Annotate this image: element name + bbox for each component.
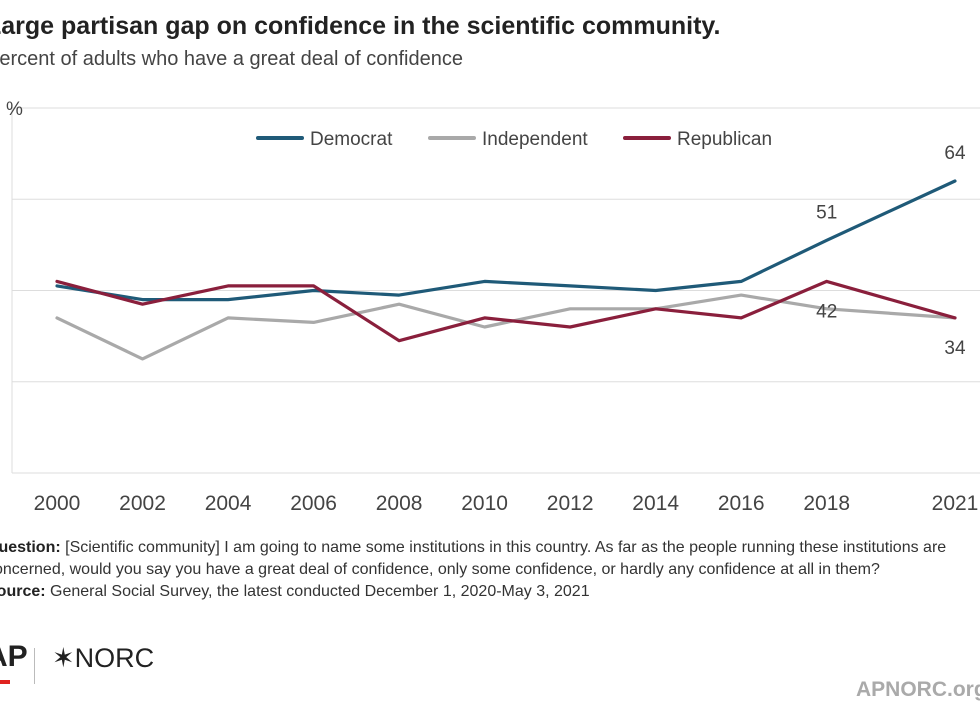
source-text: General Social Survey, the latest conduc… — [50, 583, 590, 600]
question-label: Question: — [0, 539, 61, 556]
chart-subtitle: Percent of adults who have a great deal … — [0, 48, 463, 70]
y-tick-label-top: % — [6, 99, 23, 120]
x-tick-label-2006: 2006 — [290, 492, 337, 515]
site-url: APNORC.org — [856, 678, 980, 701]
x-tick-label-2008: 2008 — [376, 492, 423, 515]
source-label: Source: — [0, 583, 46, 600]
x-tick-label-2004: 2004 — [205, 492, 252, 515]
x-tick-label-2014: 2014 — [632, 492, 679, 515]
legend-label-republican: Republican — [677, 129, 772, 150]
data-label-democrat-2021: 64 — [944, 143, 966, 164]
question-text: [Scientific community] I am going to nam… — [0, 539, 947, 578]
line-chart: % 2000 2002 2004 2006 2008 2010 2012 2014 2016 201… — [6, 99, 980, 515]
series-line-independent — [55, 293, 957, 361]
x-tick-label-2018: 2018 — [803, 492, 850, 515]
x-tick-label-2012: 2012 — [547, 492, 594, 515]
series-line-republican — [55, 279, 957, 343]
x-tick-label-2000: 2000 — [34, 492, 81, 515]
logo-divider — [34, 648, 35, 684]
x-tick-label-2002: 2002 — [119, 492, 166, 515]
question-note: Question: [Scientific community] I am go… — [0, 537, 978, 581]
ap-logo: AP — [0, 640, 28, 673]
data-label-democrat-2018: 51 — [816, 202, 837, 223]
series-line-democrat — [55, 179, 957, 302]
ap-logo-bar — [0, 680, 10, 684]
x-tick-label-2016: 2016 — [718, 492, 765, 515]
x-tick-label-2021: 2021 — [932, 492, 979, 515]
legend-label-independent: Independent — [482, 129, 588, 150]
legend-label-democrat: Democrat — [310, 129, 393, 150]
chart-notes: Question: [Scientific community] I am go… — [0, 537, 978, 603]
data-label-republican-2021: 34 — [944, 338, 966, 359]
chart-title: Large partisan gap on confidence in the … — [0, 12, 721, 40]
source-note: Source: General Social Survey, the lates… — [0, 581, 978, 603]
x-tick-label-2010: 2010 — [461, 492, 508, 515]
data-label-republican-2018: 42 — [816, 301, 837, 322]
norc-logo: ✶NORC — [52, 643, 155, 673]
